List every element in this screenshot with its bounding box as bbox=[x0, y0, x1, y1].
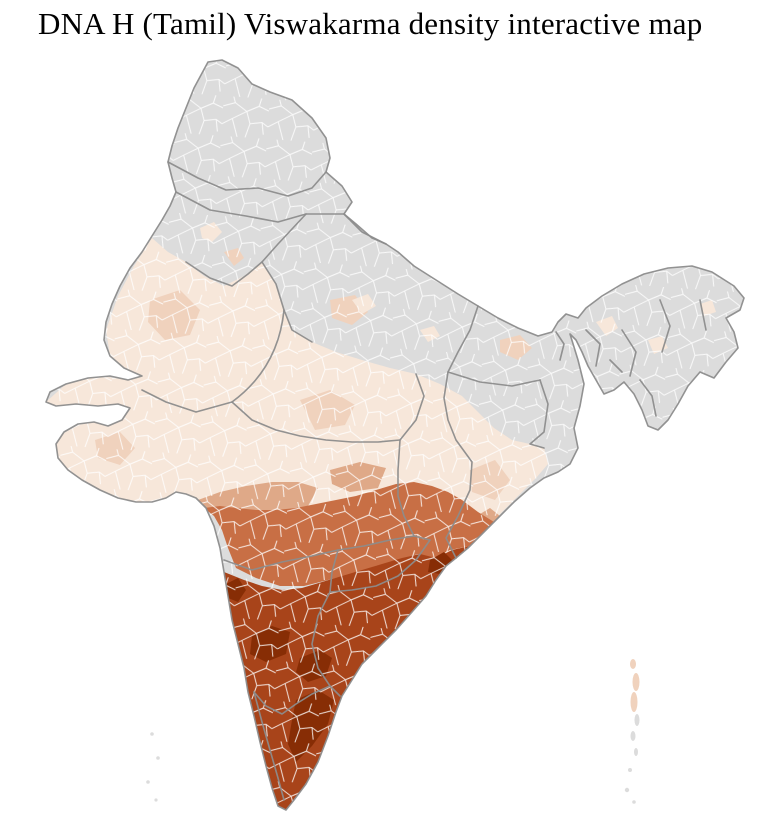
page-title: DNA H (Tamil) Viswakarma density interac… bbox=[38, 6, 703, 41]
district-boundaries bbox=[46, 60, 744, 810]
density-regions[interactable] bbox=[46, 60, 744, 810]
lakshadweep-islands[interactable] bbox=[146, 732, 160, 802]
andaman-nicobar-islands[interactable] bbox=[624, 659, 640, 804]
state-borders bbox=[45, 59, 745, 811]
